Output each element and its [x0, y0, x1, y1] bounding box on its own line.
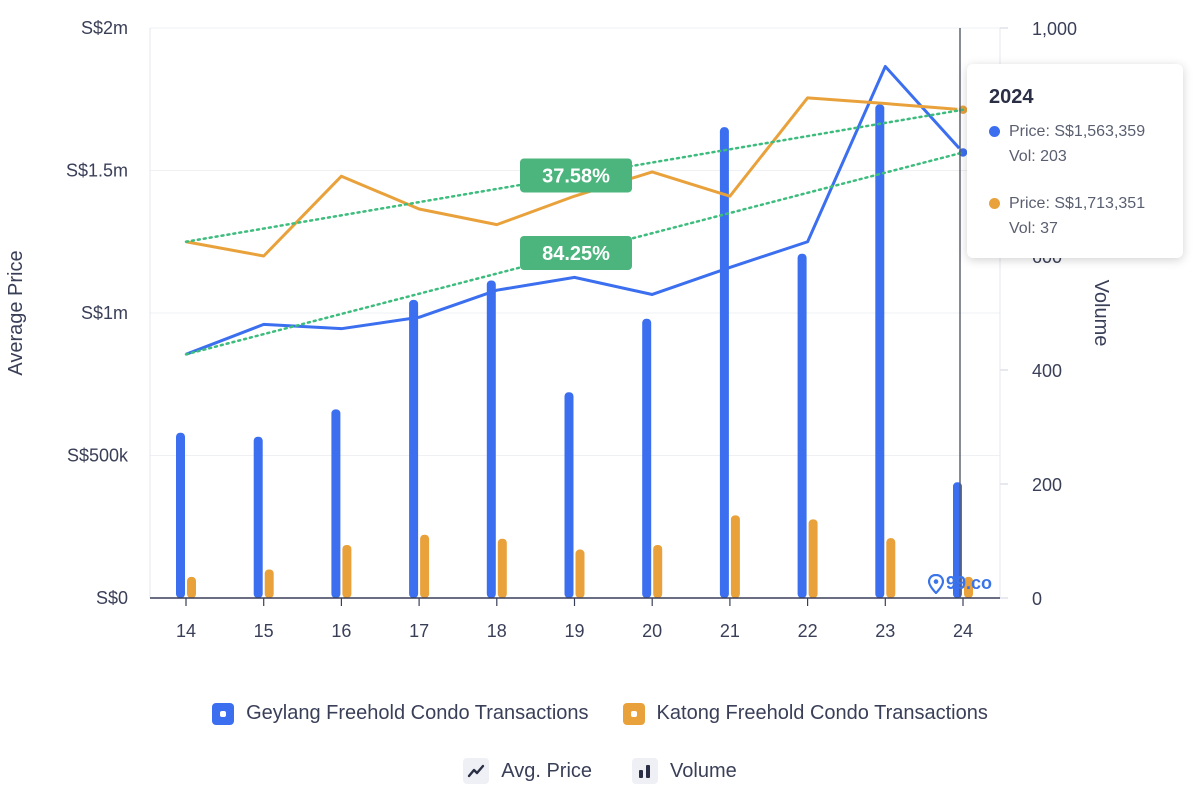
legend-swatch-katong	[622, 702, 645, 725]
tooltip-vol-geylang: Vol: 203	[1009, 148, 1067, 165]
volume-bar-geylang	[719, 127, 729, 599]
volume-bar-katong	[497, 538, 507, 598]
tooltip-title: 2024	[989, 86, 1034, 108]
legend-item-katong[interactable]: Katong Freehold Condo Transactions	[622, 702, 988, 725]
x-tick-label: 16	[331, 621, 351, 641]
volume-bar-geylang	[409, 299, 419, 598]
y-right-tick-label: 1,000	[1032, 19, 1077, 39]
x-tick-label: 23	[875, 621, 895, 641]
volume-bar-katong	[808, 519, 818, 598]
volume-bar-geylang	[176, 432, 185, 598]
volume-bar-geylang	[875, 104, 885, 598]
view-toggles: Avg. Price Volume	[0, 758, 1200, 784]
bar-chart-icon	[632, 758, 659, 784]
tooltip-dot-katong	[989, 198, 1000, 209]
volume-bar-katong	[187, 576, 196, 598]
volume-bar-geylang	[797, 253, 807, 598]
y-left-tick-label: S$0	[96, 588, 128, 608]
volume-bar-katong	[730, 515, 740, 598]
series-legend: Geylang Freehold Condo Transactions Kato…	[0, 702, 1200, 725]
brand-name: 99.co	[946, 573, 993, 593]
chart-tooltip: 2024 Price: S$1,563,359 Vol: 203 Price: …	[967, 64, 1183, 258]
trendlines: 37.58% 84.25%	[184, 108, 965, 356]
tooltip-price-geylang: Price: S$1,563,359	[1009, 123, 1146, 140]
volume-bars	[176, 104, 973, 599]
y-left-tick-label: S$2m	[81, 18, 128, 38]
tooltip-dot-geylang	[989, 126, 1000, 137]
legend-item-geylang[interactable]: Geylang Freehold Condo Transactions	[212, 702, 589, 725]
y-left-tick-label: S$1.5m	[66, 161, 128, 181]
y-left-title: Average Price	[5, 250, 27, 375]
volume-bar-katong	[264, 569, 274, 598]
x-tick-label: 21	[720, 621, 740, 641]
price-lines	[185, 64, 969, 356]
y-right-tick-label: 200	[1032, 475, 1062, 495]
toggle-avg-price[interactable]: Avg. Price	[463, 758, 592, 784]
tooltip-price-katong: Price: S$1,713,351	[1009, 195, 1146, 212]
tooltip-vol-katong: Vol: 37	[1009, 220, 1058, 237]
line-chart-icon	[463, 758, 490, 784]
brand-watermark: 99.co	[928, 573, 992, 594]
y-right-tick-label: 0	[1032, 589, 1042, 609]
volume-bar-katong	[420, 534, 430, 598]
x-tick-label: 22	[798, 621, 818, 641]
x-tick-label: 15	[254, 621, 274, 641]
trend-label-box	[520, 158, 632, 193]
legend-swatch-geylang	[212, 702, 235, 725]
toggle-volume-label: Volume	[670, 759, 737, 782]
volume-bar-geylang	[486, 280, 496, 598]
volume-bar-katong	[575, 549, 585, 598]
x-tick-label: 18	[487, 621, 507, 641]
y-left-tick-label: S$500k	[67, 446, 129, 466]
toggle-volume[interactable]: Volume	[632, 758, 737, 784]
volume-bar-katong	[342, 544, 352, 598]
trend-label-text: 37.58%	[542, 165, 610, 187]
volume-bar-katong	[886, 538, 896, 598]
x-tick-label: 14	[176, 621, 196, 641]
tooltip-row-katong: Price: S$1,713,351 Vol: 37	[989, 191, 1183, 241]
volume-bar-katong	[964, 576, 973, 598]
volume-bar-katong	[653, 544, 663, 598]
trend-label-text: 84.25%	[542, 243, 610, 265]
volume-bar-geylang	[253, 436, 263, 598]
x-tick-label: 19	[564, 621, 584, 641]
trend-label-box	[520, 235, 632, 270]
price-line-katong	[185, 96, 964, 258]
x-tick-label: 24	[953, 621, 973, 641]
price-line-geylang	[185, 64, 965, 356]
tooltip-row-geylang: Price: S$1,563,359 Vol: 203	[989, 119, 1183, 169]
y-right-tick-label: 400	[1032, 361, 1062, 381]
x-tick-label: 17	[409, 621, 429, 641]
legend-label-katong: Katong Freehold Condo Transactions	[656, 702, 988, 724]
volume-bar-geylang	[564, 392, 574, 598]
volume-bar-geylang	[642, 318, 652, 598]
legend-label-geylang: Geylang Freehold Condo Transactions	[246, 702, 589, 724]
toggle-avg-price-label: Avg. Price	[501, 759, 593, 782]
location-pin-icon	[928, 573, 944, 594]
trendline	[184, 108, 965, 243]
x-tick-label: 20	[642, 621, 662, 641]
volume-bar-geylang	[331, 409, 341, 598]
y-left-tick-label: S$1m	[81, 303, 128, 323]
y-right-title: Volume	[1090, 280, 1112, 347]
